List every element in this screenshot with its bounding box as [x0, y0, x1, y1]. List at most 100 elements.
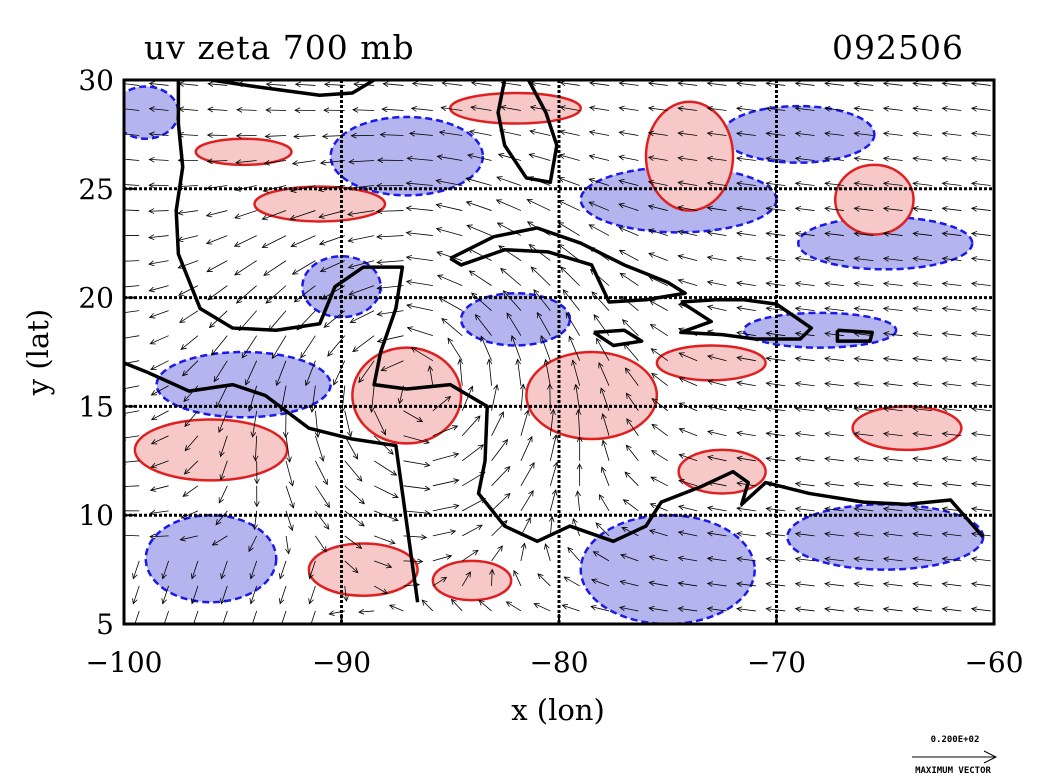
wind-vector-421	[148, 260, 169, 267]
wind-vector-538	[941, 181, 962, 187]
negative-vorticity-region-9	[742, 311, 898, 349]
wind-vector-56	[882, 581, 903, 588]
wind-vector-17	[619, 605, 639, 612]
wind-vector-584	[529, 129, 551, 136]
positive-vorticity-region-7	[644, 100, 735, 212]
wind-vector-283	[515, 358, 522, 386]
wind-vector-610	[410, 105, 433, 112]
wind-vector-556	[588, 154, 610, 161]
wind-vector-385	[853, 306, 874, 312]
wind-vector-230	[707, 429, 727, 437]
wind-vector-176	[882, 481, 903, 487]
wind-vector-383	[794, 306, 815, 312]
wind-vector-115	[853, 531, 874, 538]
wind-vector-423	[206, 260, 228, 273]
wind-vectors	[124, 80, 991, 624]
wind-vector-140	[706, 505, 727, 512]
wind-vector-471	[736, 230, 756, 237]
wind-vector-315	[568, 335, 581, 361]
wind-vector-24	[824, 606, 844, 613]
negative-vorticity-region-6	[144, 513, 278, 604]
wind-vector-116	[882, 531, 903, 538]
wind-vector-290	[707, 379, 727, 387]
wind-vector-21	[736, 606, 756, 613]
wind-vector-380	[706, 304, 727, 312]
wind-vector-50	[706, 581, 727, 587]
wind-vector-191	[461, 444, 485, 462]
wind-vector-23	[794, 606, 815, 613]
wind-vector-185	[285, 460, 295, 487]
wind-vector-4	[249, 610, 258, 624]
wind-vector-223	[520, 409, 530, 436]
wind-vector-309	[380, 360, 404, 372]
wind-vector-440	[706, 255, 727, 262]
wind-vector-575	[264, 133, 287, 140]
wind-vector-384	[824, 306, 844, 312]
wind-vector-329	[970, 356, 991, 362]
wind-vector-458	[347, 235, 375, 243]
wind-vector-83	[794, 556, 815, 563]
wind-vector-281	[457, 358, 464, 386]
wind-vector-175	[853, 481, 874, 487]
wind-vector-342	[474, 313, 492, 336]
wind-vector-233	[794, 431, 815, 437]
wind-vector-569	[970, 155, 991, 162]
wind-vector-347	[621, 319, 639, 336]
wind-vector-177	[912, 481, 933, 487]
wind-vector-118	[941, 531, 962, 538]
positive-vorticity-region-3	[253, 185, 387, 223]
wind-vector-70	[432, 554, 453, 562]
wind-vector-541	[148, 156, 169, 163]
negative-vorticity-region-5	[155, 350, 332, 419]
wind-vector-438	[648, 252, 668, 261]
wind-vector-44	[537, 573, 551, 587]
wind-vector-639	[382, 81, 404, 87]
wind-vector-407	[619, 272, 639, 286]
wind-vector-476	[882, 231, 903, 237]
wind-vector-505	[853, 206, 874, 212]
wind-vector-159	[403, 485, 431, 492]
wind-vector-635	[265, 81, 287, 88]
wind-vector-304	[245, 360, 258, 386]
wind-vector-214	[252, 435, 259, 462]
wind-vector-430	[405, 254, 433, 262]
wind-vector-528	[647, 179, 668, 186]
wind-vector-401	[436, 274, 463, 287]
wind-vector-470	[706, 230, 727, 237]
coastline-5	[592, 328, 644, 348]
wind-vector-71	[461, 549, 479, 562]
wind-vector-592	[765, 130, 786, 137]
wind-vector-89	[970, 556, 991, 563]
wind-vector-200	[707, 454, 727, 462]
wind-vector-392	[178, 285, 199, 296]
wind-vector-244	[250, 410, 258, 438]
wind-vector-546	[291, 160, 316, 166]
wind-vector-367	[323, 310, 346, 328]
wind-vector-343	[506, 312, 522, 336]
wind-vector-113	[794, 531, 815, 537]
wind-vector-74	[544, 543, 551, 562]
wind-vector-61	[161, 560, 169, 580]
wind-vector-461	[435, 227, 463, 236]
wind-vector-348	[649, 324, 668, 337]
wind-vector-237	[912, 431, 933, 437]
reference-vector-magnitude: 0.200E+02	[930, 735, 980, 745]
wind-vector-32	[190, 585, 199, 605]
wind-vector-16	[590, 604, 610, 612]
wind-vector-559	[677, 155, 698, 162]
wind-vector-67	[344, 560, 359, 574]
coastline-0	[174, 80, 985, 544]
wind-vector-630	[124, 80, 140, 87]
wind-vector-553	[497, 152, 522, 161]
wind-vector-231	[736, 430, 756, 437]
wind-vector-594	[824, 130, 844, 137]
wind-vector-459	[376, 233, 404, 240]
wind-vector-137	[622, 499, 639, 512]
wind-vector-619	[677, 105, 698, 112]
wind-vector-491	[435, 202, 463, 211]
wind-vector-292	[765, 380, 786, 387]
wind-vector-446	[882, 256, 903, 262]
wind-vector-76	[592, 551, 610, 562]
wind-vector-19	[677, 606, 698, 612]
wind-vector-55	[853, 581, 874, 588]
